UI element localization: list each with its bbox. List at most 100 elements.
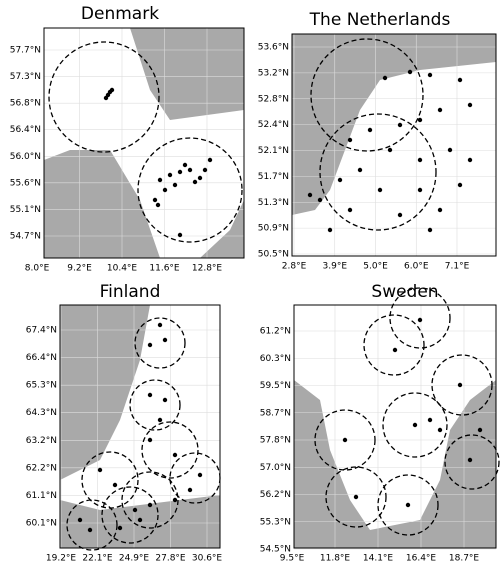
lat-label: 55.3°N [260, 517, 291, 527]
station [187, 167, 193, 173]
station [467, 457, 473, 463]
station [187, 487, 193, 493]
lon-label: 8.0°E [25, 264, 50, 274]
station [147, 502, 153, 508]
lat-label: 65.3°N [26, 381, 57, 391]
station [447, 147, 453, 153]
station [202, 167, 208, 173]
lat-label: 64.3°N [26, 408, 57, 418]
lat-label: 56.2°N [260, 490, 291, 500]
station [397, 122, 403, 128]
map-panel: Finland 67.4°N 66.4°N 65.3°N 64.3°N 63.2°N 62.… [26, 282, 223, 564]
map-panel: The Netherlands 53.6°N 53.2°N 52.8°N 52.4°N 5… [258, 10, 497, 272]
station [192, 179, 198, 185]
lat-label: 56.8°N [10, 99, 41, 109]
lon-label: 2.8°E [282, 262, 307, 272]
lat-label: 66.4°N [26, 353, 57, 363]
station [197, 175, 203, 181]
radius-circle [121, 471, 179, 529]
station [347, 137, 353, 143]
station [353, 494, 359, 500]
panel-title: Sweden [371, 282, 438, 302]
lat-label: 56.4°N [10, 125, 41, 135]
station [437, 427, 443, 433]
lat-label: 50.5°N [258, 250, 289, 260]
map-frame [43, 27, 245, 259]
lon-label: 9.5°E [280, 554, 305, 564]
map-panel: Denmark 57.7°N 57.3°N 56.8°N 56.4°N 56.0°N 55.… [10, 4, 245, 274]
station [137, 517, 143, 523]
lat-label: 51.7°N [258, 172, 289, 182]
lat-label: 62.2°N [26, 463, 57, 473]
radius-circle [310, 38, 424, 152]
lon-label: 24.9°E [119, 554, 150, 564]
lat-label: 56.0°N [10, 152, 41, 162]
station [207, 157, 213, 163]
station [467, 102, 473, 108]
lat-label: 52.1°N [258, 146, 289, 156]
station [317, 197, 323, 203]
station [182, 162, 188, 168]
radius-circle [101, 486, 159, 544]
station [477, 427, 483, 433]
lat-label: 57.7°N [10, 46, 41, 56]
lat-label: 52.4°N [258, 120, 289, 130]
lat-label: 59.5°N [260, 381, 291, 391]
radius-circle [389, 287, 451, 349]
station [342, 437, 348, 443]
lon-label: 30.6°E [192, 554, 223, 564]
sea [60, 305, 220, 548]
station [307, 192, 313, 198]
station [417, 317, 423, 323]
panel-title: The Netherlands [309, 10, 451, 30]
map-panel: Sweden 61.2°N 60.3°N 59.5°N 58.7°N 57.8°N 57.0… [260, 282, 500, 564]
station [167, 172, 173, 178]
station [367, 127, 373, 133]
station [172, 452, 178, 458]
station [112, 482, 118, 488]
station [337, 177, 343, 183]
lat-label: 53.2°N [258, 68, 289, 78]
lat-label: 54.5°N [260, 545, 291, 555]
station [109, 87, 115, 93]
lat-label: 57.0°N [260, 463, 291, 473]
station [392, 347, 398, 353]
lat-label: 63.2°N [26, 436, 57, 446]
station [467, 157, 473, 163]
station [417, 157, 423, 163]
lon-label: 12.8°E [192, 264, 223, 274]
station [117, 525, 123, 531]
sea [294, 380, 496, 548]
lon-label: 22.1°E [82, 554, 113, 564]
lon-label: 5.0°E [363, 262, 388, 272]
station [147, 437, 153, 443]
station [427, 72, 433, 78]
lon-label: 11.6°E [149, 264, 180, 274]
radius-circle [129, 379, 181, 431]
station [155, 202, 161, 208]
station [387, 147, 393, 153]
station [437, 207, 443, 213]
station [377, 187, 383, 193]
lon-label: 18.7°E [449, 554, 480, 564]
station [457, 382, 463, 388]
station [103, 95, 109, 101]
radius-circle [363, 314, 425, 376]
station [417, 187, 423, 193]
lon-label: 19.2°E [46, 554, 77, 564]
station [177, 232, 183, 238]
station [177, 169, 183, 175]
lon-label: 14.1°E [363, 554, 394, 564]
station [87, 527, 93, 533]
panel-title: Denmark [81, 4, 159, 24]
lon-label: 10.4°E [107, 264, 138, 274]
station [327, 227, 333, 233]
radius-circle [137, 137, 243, 243]
lon-label: 9.2°E [67, 264, 92, 274]
station [457, 182, 463, 188]
lat-label: 53.6°N [258, 43, 289, 53]
station [132, 507, 138, 513]
station [97, 467, 103, 473]
lat-label: 61.2°N [260, 327, 291, 337]
lat-label: 57.3°N [10, 72, 41, 82]
